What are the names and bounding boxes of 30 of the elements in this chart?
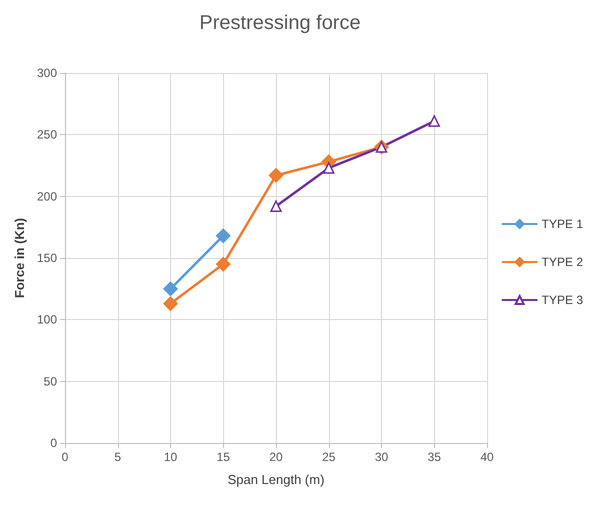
y-tick-label: 50 [44, 374, 58, 388]
x-tick-label: 20 [269, 450, 283, 464]
x-tick-label: 25 [322, 450, 336, 464]
x-tick-label: 15 [216, 450, 230, 464]
point [270, 200, 282, 212]
x-tick-label: 40 [480, 450, 494, 464]
x-tick-label: 35 [428, 450, 442, 464]
chart-title: Prestressing force [199, 12, 361, 34]
y-tick-label: 300 [36, 66, 58, 80]
x-tick-label: 30 [374, 450, 388, 464]
x-axis-title: Span Length (m) [228, 472, 324, 487]
y-tick-label: 200 [36, 189, 58, 204]
point [323, 162, 334, 174]
legend-label: TYPE 2 [542, 255, 584, 269]
y-tick-label: 0 [50, 436, 58, 450]
x-tick-label: 0 [62, 450, 69, 464]
x-tick-label: 10 [164, 450, 178, 464]
point [216, 256, 230, 272]
y-tick-label: 250 [36, 128, 58, 142]
y-axis-title: Force in (Kn) [12, 218, 28, 298]
x-tick-label: 5 [114, 450, 122, 464]
point [163, 296, 178, 311]
point [428, 115, 440, 127]
legend-label: TYPE 1 [542, 217, 584, 231]
point [216, 228, 230, 244]
y-tick-label: 150 [36, 251, 58, 265]
point [268, 168, 284, 183]
y-tick-label: 100 [36, 312, 58, 327]
point [163, 282, 178, 296]
legend-label: TYPE 3 [542, 293, 584, 307]
